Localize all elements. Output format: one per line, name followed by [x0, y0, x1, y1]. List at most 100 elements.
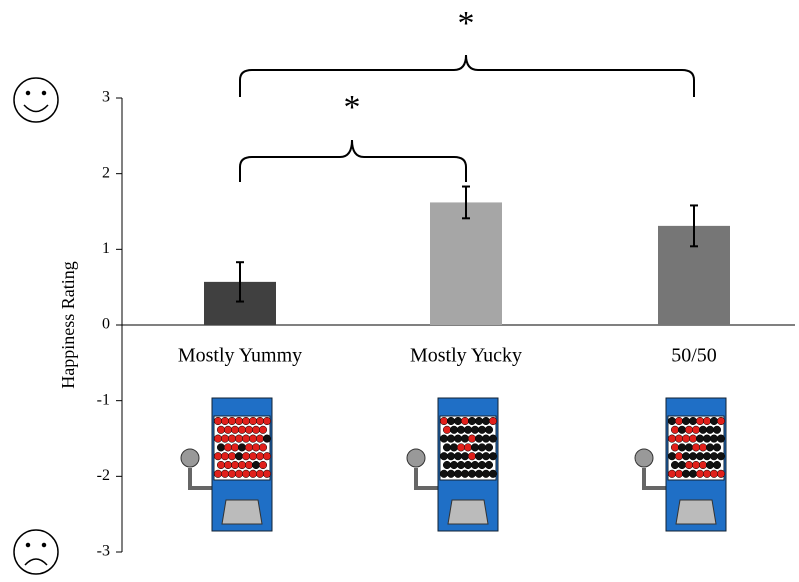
- gumball: [221, 452, 229, 460]
- machine-knob: [407, 449, 425, 467]
- gumball: [699, 426, 707, 434]
- gumball: [475, 470, 483, 478]
- machine-handle: [416, 468, 438, 488]
- gumball: [235, 470, 243, 478]
- gumball: [256, 417, 264, 425]
- gumball: [457, 444, 465, 452]
- chart: * * Happiness Rating -3-2-10123Mostly Yu…: [0, 0, 799, 582]
- gumball: [259, 444, 267, 452]
- gumball: [224, 426, 232, 434]
- gumball: [214, 452, 222, 460]
- gumball: [713, 444, 721, 452]
- gumball: [713, 461, 721, 469]
- gumball: [710, 435, 718, 443]
- gumball: [668, 435, 676, 443]
- gumball: [252, 426, 260, 434]
- gumball: [457, 426, 465, 434]
- gumball: [668, 470, 676, 478]
- gumball: [489, 470, 497, 478]
- machine-knob: [181, 449, 199, 467]
- gumball: [682, 452, 690, 460]
- gumball: [249, 417, 257, 425]
- y-tick-label: 0: [102, 316, 110, 333]
- y-tick-label: -2: [97, 467, 110, 484]
- gumball: [671, 426, 679, 434]
- significance-marker: *: [344, 89, 361, 126]
- gumball: [259, 426, 267, 434]
- gumball: [703, 417, 711, 425]
- gumball: [450, 444, 458, 452]
- gumball: [231, 426, 239, 434]
- gumball: [231, 444, 239, 452]
- x-tick-label: Mostly Yummy: [178, 345, 302, 367]
- gumball: [696, 417, 704, 425]
- gumball: [249, 470, 257, 478]
- gumball: [699, 444, 707, 452]
- gumball: [468, 417, 476, 425]
- gumball: [461, 452, 469, 460]
- gumball: [692, 461, 700, 469]
- gumball: [689, 470, 697, 478]
- gumball: [489, 435, 497, 443]
- gumball: [461, 435, 469, 443]
- gumball: [224, 461, 232, 469]
- gumball: [678, 426, 686, 434]
- gumball: [214, 470, 222, 478]
- gumball: [228, 452, 236, 460]
- gumball: [475, 452, 483, 460]
- gumball: [685, 461, 693, 469]
- machine-chute: [676, 500, 716, 524]
- gumball: [668, 452, 676, 460]
- gumball: [447, 417, 455, 425]
- gumball: [689, 417, 697, 425]
- gumball: [221, 435, 229, 443]
- gumball: [713, 426, 721, 434]
- gumball-machine: [181, 398, 272, 531]
- gumball: [447, 452, 455, 460]
- gumball: [214, 435, 222, 443]
- gumball: [689, 452, 697, 460]
- gumball: [231, 461, 239, 469]
- gumball: [440, 417, 448, 425]
- gumball: [447, 470, 455, 478]
- gumball: [263, 452, 271, 460]
- gumball: [214, 417, 222, 425]
- gumball: [675, 435, 683, 443]
- gumball: [224, 444, 232, 452]
- gumball: [482, 452, 490, 460]
- gumball: [221, 417, 229, 425]
- gumball: [238, 461, 246, 469]
- gumball: [252, 461, 260, 469]
- significance-marker: *: [458, 5, 475, 42]
- gumball: [228, 435, 236, 443]
- gumball: [245, 444, 253, 452]
- gumball: [217, 426, 225, 434]
- machine-knob: [635, 449, 653, 467]
- gumball: [443, 426, 451, 434]
- gumball: [482, 435, 490, 443]
- gumball: [217, 461, 225, 469]
- gumball: [443, 461, 451, 469]
- gumball: [468, 470, 476, 478]
- gumball: [475, 435, 483, 443]
- gumball: [249, 452, 257, 460]
- gumball: [228, 470, 236, 478]
- x-tick-label: 50/50: [671, 345, 717, 367]
- gumball: [717, 470, 725, 478]
- gumball: [485, 461, 493, 469]
- gumball: [668, 417, 676, 425]
- gumball: [703, 435, 711, 443]
- gumball: [478, 426, 486, 434]
- gumball: [703, 452, 711, 460]
- gumball: [454, 470, 462, 478]
- gumball: [478, 461, 486, 469]
- gumball: [242, 452, 250, 460]
- gumball: [706, 461, 714, 469]
- gumball: [235, 417, 243, 425]
- gumball: [710, 470, 718, 478]
- gumball: [457, 461, 465, 469]
- gumball: [217, 444, 225, 452]
- gumball: [685, 426, 693, 434]
- gumball: [703, 470, 711, 478]
- gumball: [692, 444, 700, 452]
